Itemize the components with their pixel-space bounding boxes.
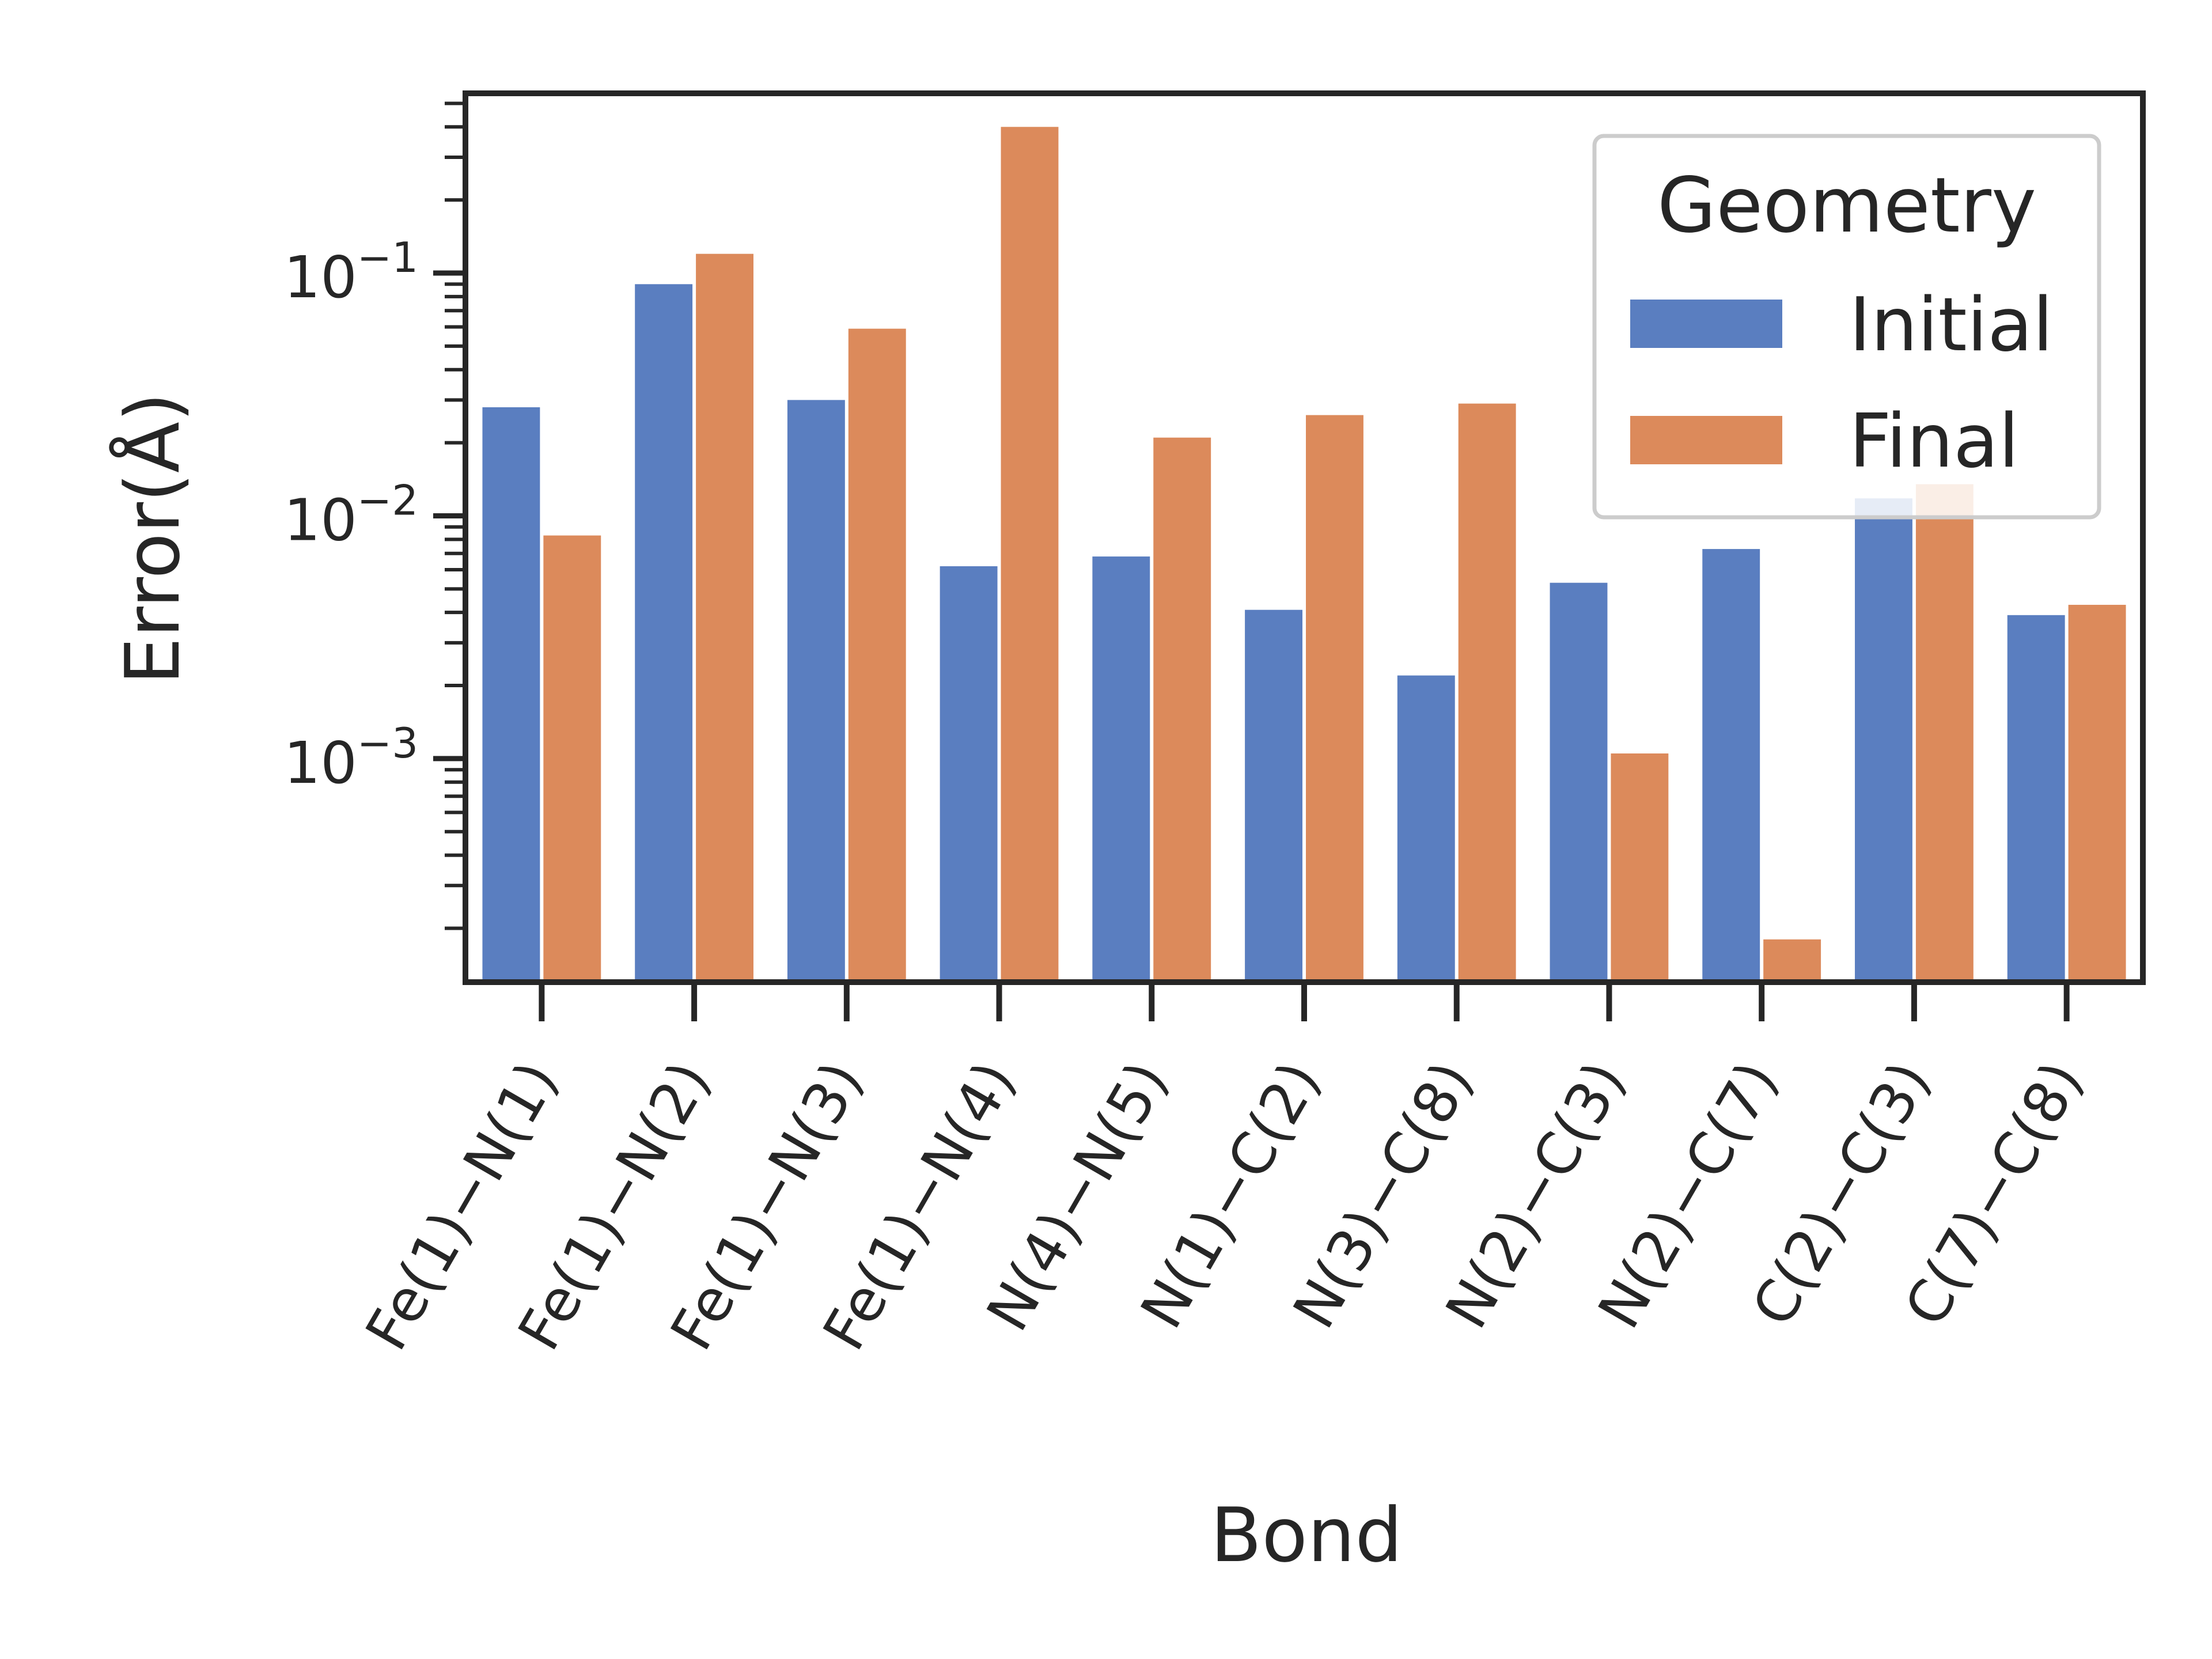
bar-final-9: [1915, 484, 1974, 982]
legend-label-final: Final: [1849, 399, 2019, 484]
bar-initial-8: [1702, 549, 1760, 982]
bar-initial-9: [1855, 498, 1912, 982]
y-tick-base: 10: [284, 729, 357, 797]
legend-swatch-final: [1630, 416, 1782, 464]
y-tick-label: 10−2: [284, 476, 418, 554]
bar-final-0: [543, 535, 601, 982]
y-tick-exponent: −1: [357, 233, 418, 282]
bar-initial-3: [940, 566, 998, 982]
bar-initial-2: [787, 400, 845, 982]
y-tick-label: 10−1: [284, 233, 418, 311]
legend-label-initial: Initial: [1849, 282, 2053, 368]
bar-initial-7: [1550, 582, 1608, 982]
bar-final-1: [696, 253, 753, 982]
bar-final-6: [1458, 403, 1516, 982]
bar-final-4: [1153, 437, 1211, 982]
y-axis-ticks: 10−310−210−1: [284, 101, 465, 930]
bar-final-8: [1763, 939, 1821, 982]
bar-initial-4: [1092, 556, 1150, 982]
bar-final-7: [1611, 753, 1669, 982]
bar-initial-6: [1397, 675, 1455, 982]
y-tick-base: 10: [284, 244, 357, 311]
x-axis-title: Bond: [1210, 1491, 1403, 1579]
y-tick-label: 10−3: [284, 719, 418, 797]
legend-title: Geometry: [1657, 161, 2036, 250]
bar-initial-0: [482, 407, 540, 982]
bar-final-5: [1306, 415, 1363, 982]
plot-frame: [463, 90, 2146, 985]
legend-swatch-initial: [1630, 300, 1782, 348]
bars-layer: [482, 127, 2126, 983]
bar-initial-5: [1245, 609, 1302, 982]
legend: Geometry Initial Final: [1592, 134, 2101, 520]
bar-final-3: [1001, 127, 1059, 983]
bar-initial-1: [635, 284, 693, 982]
y-tick-exponent: −3: [357, 719, 418, 767]
y-axis-title: Error(Å): [109, 392, 196, 684]
y-tick-exponent: −2: [357, 476, 418, 524]
bar-initial-10: [2007, 615, 2065, 982]
bar-final-10: [2068, 604, 2126, 982]
bar-final-2: [848, 328, 906, 982]
y-tick-base: 10: [284, 486, 357, 554]
